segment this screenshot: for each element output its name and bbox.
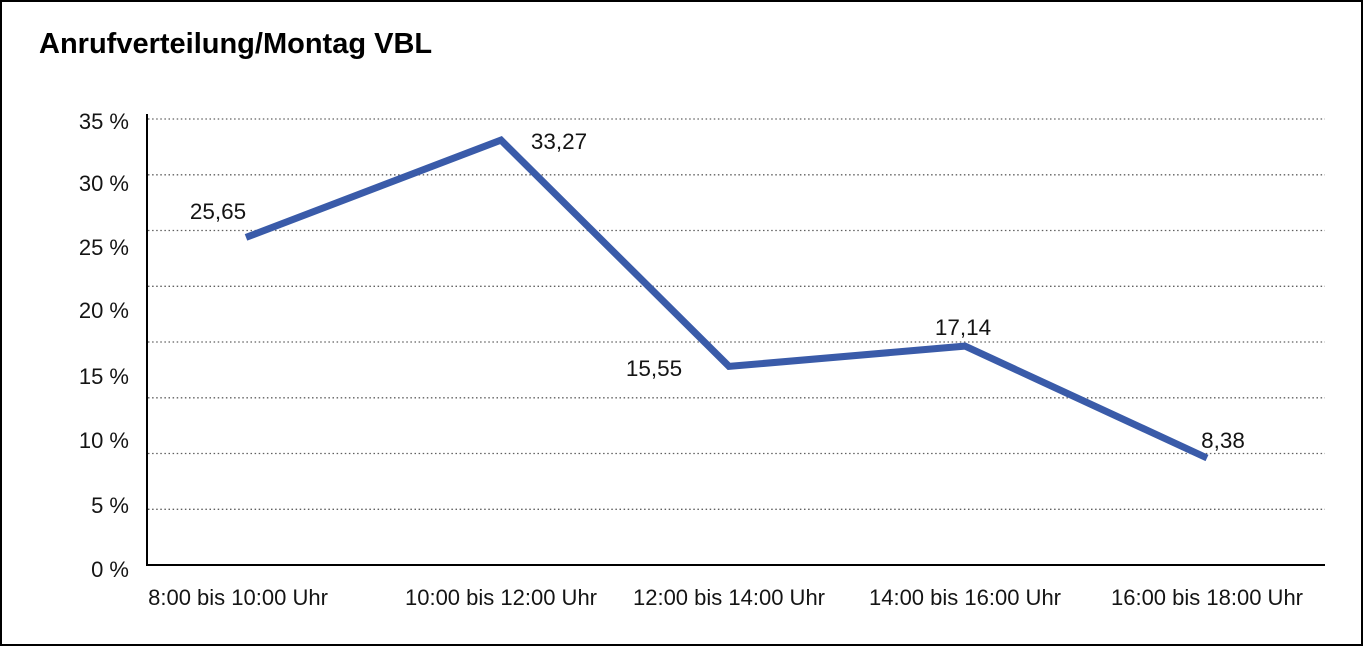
y-tick-label: 10 % [78, 428, 129, 453]
data-series-line [244, 136, 1209, 462]
y-tick-label: 25 % [78, 235, 129, 260]
data-value-label: 25,65 [189, 199, 247, 224]
chart-title: Anrufverteilung/Montag VBL [39, 28, 433, 60]
data-value-label: 15,55 [625, 356, 683, 381]
data-value-label: 8,38 [1201, 428, 1245, 453]
y-tick-label: 15 % [78, 364, 129, 389]
data-value-label: 33,27 [530, 129, 588, 154]
x-tick-label: 10:00 bis 12:00 Uhr [404, 585, 598, 610]
y-tick-label: 35 % [78, 109, 129, 134]
x-tick-label: 14:00 bis 16:00 Uhr [868, 585, 1062, 610]
y-tick-label: 20 % [78, 298, 129, 323]
y-tick-label: 5 % [91, 493, 129, 518]
x-tick-label: 16:00 bis 18:00 Uhr [1110, 585, 1304, 610]
x-tick-label: 8:00 bis 10:00 Uhr [148, 585, 328, 610]
gridlines [148, 118, 1325, 510]
y-tick-label: 30 % [78, 171, 129, 196]
x-tick-label: 12:00 bis 14:00 Uhr [632, 585, 826, 610]
y-tick-label: 0 % [91, 557, 129, 582]
data-value-label: 17,14 [934, 315, 992, 340]
